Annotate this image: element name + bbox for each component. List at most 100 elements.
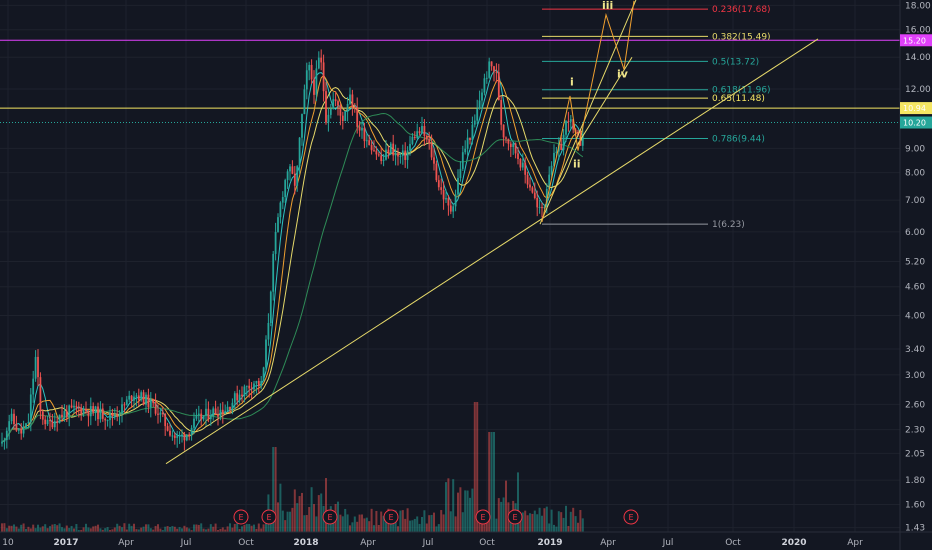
fib-level-label: 0.382(15.49)	[712, 32, 771, 42]
volume-bar	[130, 525, 133, 532]
candle-body	[94, 406, 97, 413]
candle-body	[413, 136, 416, 138]
candle-body	[332, 99, 335, 109]
candle-body	[339, 105, 342, 116]
earnings-marker[interactable]: E	[623, 509, 639, 525]
earnings-marker[interactable]: E	[322, 509, 338, 525]
candle-body	[32, 378, 35, 395]
volume-bar	[63, 528, 66, 532]
volume-bar	[301, 492, 303, 532]
earnings-marker[interactable]: E	[507, 509, 523, 525]
volume-bar	[577, 522, 579, 532]
candle-body	[469, 137, 471, 141]
candle-body	[298, 137, 301, 167]
volume-bar	[531, 513, 534, 532]
volume-bar	[452, 479, 455, 532]
candle-body	[399, 155, 402, 157]
earnings-marker-label: E	[628, 513, 633, 522]
earnings-marker-circle	[233, 509, 249, 525]
candle-body	[409, 143, 411, 151]
trend-lines[interactable]	[165, 0, 819, 465]
volume-bar	[286, 511, 289, 532]
volume-bar	[17, 528, 20, 532]
volume-bar	[519, 515, 522, 532]
price-axis[interactable]: 18.00 16.00 14.00 12.00 9.00 8.00 7.00 6.00 5.20…	[899, 0, 932, 550]
volume-bar	[164, 526, 167, 532]
candle-body	[193, 418, 195, 428]
earnings-marker[interactable]: E	[261, 509, 277, 525]
candle-body	[118, 413, 121, 416]
candle-body	[512, 143, 515, 148]
volume-bar	[178, 527, 181, 532]
candle-body	[481, 92, 483, 101]
earnings-marker[interactable]: E	[383, 509, 399, 525]
price-tag	[900, 34, 932, 47]
price-tag-label: 10.94	[903, 104, 926, 113]
volume-bar	[579, 510, 582, 532]
earnings-marker[interactable]: E	[475, 509, 491, 525]
volume-bar	[224, 529, 227, 532]
volume-bar	[500, 501, 503, 532]
price-tick-label: 1.43	[905, 524, 925, 534]
candle-body	[562, 134, 565, 150]
volume-bar	[137, 529, 140, 532]
time-tick-label: Apr	[600, 538, 616, 548]
volume-bar	[161, 530, 164, 532]
fib-level-label: 0.786(9.44)	[712, 134, 765, 144]
candle-body	[241, 394, 243, 397]
volume-bar	[440, 510, 443, 532]
volume-bar	[181, 528, 183, 532]
volume-bar	[44, 524, 47, 532]
candle-body	[61, 414, 63, 417]
volume-bar	[533, 510, 536, 532]
price-tick-label: 2.30	[905, 426, 925, 436]
volume-bar	[145, 524, 147, 532]
volume-bar	[185, 527, 188, 532]
candle-body	[517, 153, 519, 159]
candle-body	[313, 79, 315, 95]
volume-bar	[416, 516, 419, 532]
volume-bar	[548, 523, 551, 532]
candle-body	[207, 408, 210, 419]
candle-body	[533, 192, 536, 199]
candle-body	[538, 207, 541, 209]
candle-body	[497, 72, 500, 101]
candle-body	[169, 430, 171, 436]
volume-bar	[10, 525, 13, 532]
candle-body	[430, 143, 433, 158]
candle-body	[41, 411, 44, 420]
candle-body	[188, 434, 191, 436]
candle-body	[310, 64, 313, 80]
price-tick-label: 16.00	[905, 26, 931, 36]
candle-body	[34, 356, 37, 379]
candle-body	[389, 143, 392, 154]
volume-bar	[37, 524, 39, 532]
candle-body	[521, 162, 524, 168]
time-axis[interactable]: 10 2017 Apr Jul Oct 2018 Apr Jul Oct 2019 Apr Jul Oc…	[0, 531, 932, 548]
fib-level-label: 0.618(11.96)	[712, 86, 771, 96]
volume-bar	[207, 528, 210, 532]
volume-bar	[56, 525, 59, 532]
fib-retracement[interactable]: 0.236(17.68) 0.382(15.49) 0.5(13.72) 0.618(…	[542, 5, 771, 230]
candle-body	[519, 158, 522, 168]
volume-bar	[20, 524, 23, 532]
volume-bar	[8, 525, 11, 532]
earnings-marker[interactable]: E	[233, 509, 249, 525]
candle-body	[255, 380, 258, 384]
candle-body	[524, 162, 527, 175]
candle-body	[341, 115, 344, 122]
candle-body	[152, 399, 155, 404]
horizontal-levels[interactable]	[0, 39, 900, 124]
volume-bar	[565, 505, 567, 532]
candle-body	[483, 78, 486, 93]
volume-bar	[128, 523, 131, 532]
volume-bar	[459, 487, 462, 532]
volume-bar	[377, 524, 380, 532]
volume-bar	[281, 510, 284, 532]
volume-bar	[325, 478, 327, 532]
volume-bar	[109, 529, 111, 532]
lower-channel-line	[577, 56, 633, 145]
candle-body	[272, 253, 275, 292]
